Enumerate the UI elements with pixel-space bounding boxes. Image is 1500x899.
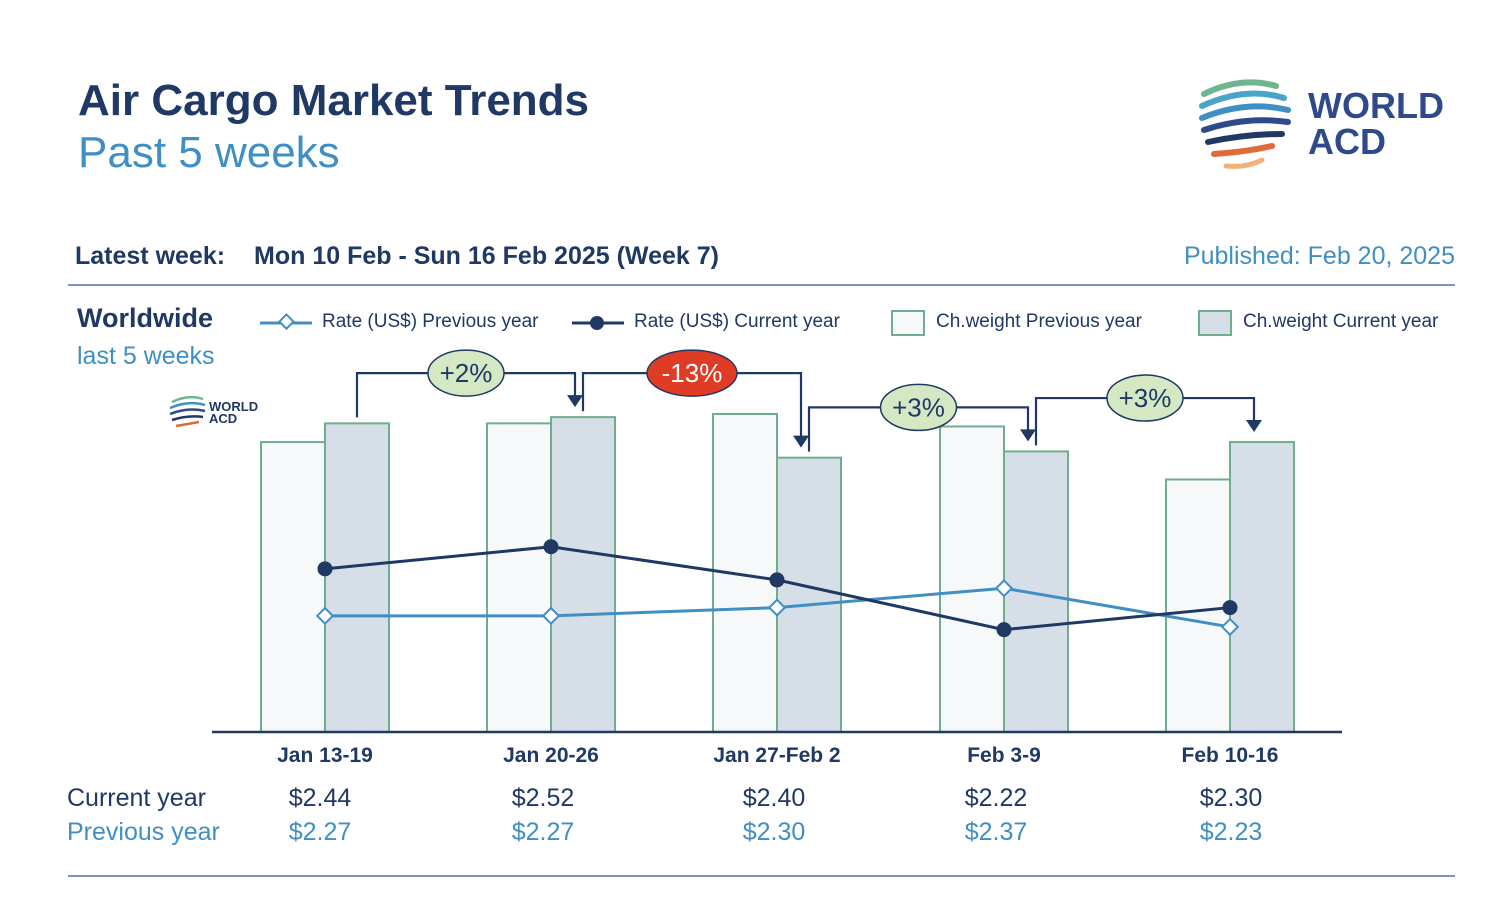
x-tick-label-4: Feb 10-16 — [1182, 744, 1279, 767]
region-period: last 5 weeks — [77, 342, 215, 370]
latest-week-label: Latest week: — [75, 242, 226, 270]
current-rate-value: $2.40 — [742, 784, 806, 812]
page-title: Air Cargo Market Trends — [78, 76, 590, 125]
rate-lines — [315, 539, 1240, 638]
callout-arrow-1 — [793, 435, 809, 448]
point-rate-prev-3 — [994, 579, 1014, 598]
previous-rate-value: $2.27 — [511, 818, 575, 846]
page-subtitle: Past 5 weeks — [78, 128, 340, 177]
point-rate-prev-0 — [315, 606, 335, 626]
previous-rate-value: $2.23 — [1199, 818, 1263, 846]
watermark-line1: WORLD — [209, 399, 258, 414]
bar-weight-cur-4 — [1229, 441, 1295, 733]
latest-week-value: Mon 10 Feb - Sun 16 Feb 2025 (Week 7) — [254, 242, 719, 270]
change-badge-1 — [646, 349, 738, 397]
current-rate-value: $2.30 — [1199, 784, 1263, 812]
region-name: Worldwide — [77, 303, 214, 333]
watermark-line2: ACD — [209, 411, 237, 426]
point-rate-prev-1 — [541, 606, 561, 626]
logo-text-line1: WORLD — [1308, 85, 1444, 126]
current-year-label: Current year — [67, 784, 206, 812]
change-badge-label-2: +3% — [892, 392, 945, 422]
bar-weight-cur-3 — [1003, 450, 1069, 733]
top-divider — [68, 284, 1455, 286]
legend-weight-prev-label: Ch.weight Previous year — [936, 311, 1142, 332]
bar-weight-prev-1 — [486, 422, 552, 733]
world-acd-logo-icon — [1199, 79, 1291, 169]
previous-rate-value: $2.37 — [964, 818, 1028, 846]
bar-weight-prev-0 — [260, 441, 326, 733]
previous-rate-value: $2.30 — [742, 818, 806, 846]
legend-rate-prev-label: Rate (US$) Previous year — [322, 311, 539, 332]
legend-rate-cur-swatch — [572, 316, 624, 330]
legend-weight-prev-swatch — [891, 310, 925, 336]
x-tick-label-1: Jan 20-26 — [503, 744, 599, 767]
change-callouts: +2% -13% +3% +3% — [355, 349, 1262, 452]
change-badge-0 — [427, 349, 505, 397]
published-date: Published: Feb 20, 2025 — [1183, 242, 1455, 270]
current-rate-value: $2.44 — [288, 784, 352, 812]
change-badge-2 — [879, 383, 958, 432]
weight-bars — [260, 413, 1295, 733]
bottom-divider — [68, 875, 1455, 877]
chart-watermark: WORLD ACD — [169, 395, 258, 428]
point-rate-cur-0 — [317, 561, 333, 577]
legend-weight-cur-label: Ch.weight Current year — [1243, 311, 1439, 332]
previous-rate-value: $2.27 — [288, 818, 352, 846]
legend-rate-prev-swatch — [260, 313, 312, 331]
change-badge-label-1: -13% — [662, 358, 723, 388]
current-rate-value: $2.52 — [511, 784, 575, 812]
legend-rate-cur-label: Rate (US$) Current year — [634, 311, 840, 332]
x-tick-label-3: Feb 3-9 — [967, 744, 1041, 767]
point-rate-cur-1 — [543, 539, 559, 555]
change-badge-label-3: +3% — [1119, 383, 1172, 413]
change-badge-3 — [1106, 374, 1184, 422]
point-rate-cur-4 — [1222, 600, 1238, 616]
previous-year-label: Previous year — [67, 818, 220, 846]
bar-weight-cur-2 — [776, 456, 842, 733]
x-tick-label-2: Jan 27-Feb 2 — [713, 744, 840, 767]
callout-arrow-2 — [1020, 429, 1036, 442]
bar-weight-cur-0 — [324, 422, 390, 733]
point-rate-prev-2 — [767, 598, 787, 617]
current-rate-value: $2.22 — [964, 784, 1028, 812]
bar-weight-cur-1 — [550, 416, 616, 733]
callout-arrow-3 — [1246, 420, 1262, 433]
point-rate-cur-2 — [769, 572, 785, 588]
callout-arrow-0 — [567, 395, 583, 408]
change-badge-label-0: +2% — [440, 358, 493, 388]
bar-weight-prev-3 — [939, 425, 1005, 733]
x-tick-label-0: Jan 13-19 — [277, 744, 373, 767]
bar-weight-prev-4 — [1165, 478, 1231, 733]
x-axis-labels: Jan 13-19 Jan 20-26 Jan 27-Feb 2 Feb 3-9 Feb… — [277, 744, 1278, 767]
logo-text: WORLD ACD — [1308, 88, 1444, 160]
logo-text-line2: ACD — [1308, 121, 1386, 162]
legend-weight-cur-swatch — [1198, 310, 1232, 336]
point-rate-cur-3 — [996, 622, 1012, 638]
point-rate-prev-4 — [1220, 617, 1240, 637]
